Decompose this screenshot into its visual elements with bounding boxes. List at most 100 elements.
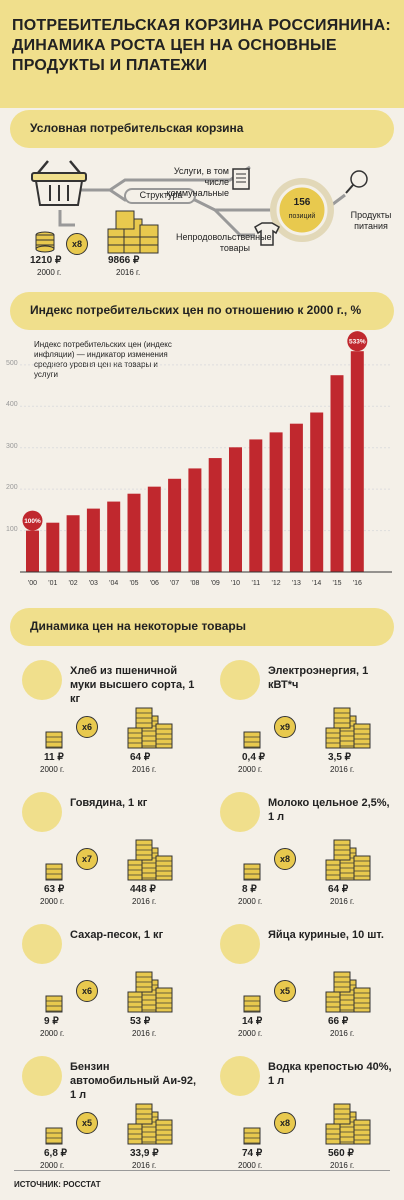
services-label: Услуги, в том числе коммунальные bbox=[166, 166, 229, 198]
multiplier-badge: x7 bbox=[76, 848, 98, 870]
value-2000: 63 ₽ bbox=[44, 884, 65, 895]
bar bbox=[229, 447, 242, 572]
value-2016: 448 ₽ bbox=[130, 884, 156, 895]
value-2000: 1210 ₽ bbox=[30, 255, 62, 266]
value-bubble bbox=[347, 331, 368, 352]
value-2016: 560 ₽ bbox=[328, 1148, 354, 1159]
value-bubble-label: 100% bbox=[24, 518, 41, 525]
chicken-leg-icon bbox=[345, 170, 368, 194]
year-2016: 2016 г. bbox=[132, 765, 157, 774]
value-2016: 64 ₽ bbox=[328, 884, 349, 895]
bread-icon bbox=[22, 660, 62, 700]
bar bbox=[208, 458, 222, 572]
value-bubble-label: 533% bbox=[349, 339, 366, 346]
basket-diagram bbox=[31, 160, 368, 254]
multiplier-badge: x6 bbox=[76, 716, 98, 738]
cpi-note: Индекс потребительских цен (индекс инфля… bbox=[34, 340, 172, 379]
value-2000: 6,8 ₽ bbox=[44, 1148, 68, 1159]
year-2000: 2000 г. bbox=[238, 1161, 263, 1170]
x-tick-label: '00 bbox=[27, 580, 38, 587]
year-2016: 2016 г. bbox=[330, 897, 355, 906]
coin-stack-large bbox=[107, 210, 159, 254]
value-2016: 33,9 ₽ bbox=[130, 1148, 159, 1159]
x-tick-label: '08 bbox=[190, 580, 200, 587]
bar bbox=[127, 493, 141, 572]
cpi-bar-chart: 100% 533% bbox=[20, 331, 392, 573]
year-2016: 2016 г. bbox=[116, 268, 141, 277]
multiplier-badge: x8 bbox=[274, 1112, 296, 1134]
multiplier-badge: x9 bbox=[274, 716, 296, 738]
coin-stacks bbox=[45, 707, 173, 749]
year-2000: 2000 г. bbox=[238, 765, 263, 774]
item-title: Водка крепостью 40%, 1 л bbox=[268, 1061, 392, 1087]
value-2016: 9866 ₽ bbox=[108, 255, 140, 266]
year-2016: 2016 г. bbox=[330, 1161, 355, 1170]
x-tick-label: '01 bbox=[48, 580, 58, 587]
value-2000: 11 ₽ bbox=[44, 752, 64, 763]
coin-stacks bbox=[243, 971, 371, 1013]
value-2016: 64 ₽ bbox=[130, 752, 151, 763]
coin-stacks bbox=[45, 839, 173, 881]
positions-count: 156 bbox=[293, 197, 311, 208]
item-title: Хлеб из пшеничной муки высшего сорта, 1 … bbox=[70, 665, 195, 705]
x-tick-label: '02 bbox=[68, 580, 78, 587]
y-tick-label: 300 bbox=[6, 442, 18, 450]
coin-stack-small bbox=[35, 231, 55, 253]
x-tick-label: '06 bbox=[149, 580, 159, 587]
page-title: ПОТРЕБИТЕЛЬСКАЯ КОРЗИНА РОССИЯНИНА: ДИНА… bbox=[12, 17, 391, 74]
item-title: Сахар-песок, 1 кг bbox=[70, 929, 164, 941]
value-2016: 66 ₽ bbox=[328, 1016, 349, 1027]
year-2000: 2000 г. bbox=[238, 897, 263, 906]
bar bbox=[269, 432, 283, 572]
x-tick-label: '12 bbox=[271, 580, 281, 587]
item-title: Яйца куриные, 10 шт. bbox=[268, 929, 384, 941]
multiplier-badge: x6 bbox=[76, 980, 98, 1002]
milk-icon bbox=[220, 792, 260, 832]
bar bbox=[330, 375, 344, 572]
x-tick-label: '14 bbox=[312, 580, 322, 587]
year-2000: 2000 г. bbox=[37, 268, 62, 277]
shirt-icon bbox=[254, 222, 280, 246]
x-tick-label: '10 bbox=[230, 580, 241, 587]
y-tick-label: 100 bbox=[6, 525, 18, 533]
positions-label: позиций bbox=[288, 213, 316, 220]
year-2016: 2016 г. bbox=[330, 1029, 355, 1038]
bar bbox=[107, 501, 121, 572]
year-2016: 2016 г. bbox=[330, 765, 355, 774]
footer-divider bbox=[14, 1170, 390, 1171]
bar bbox=[26, 530, 39, 572]
x-tick-label: '13 bbox=[291, 580, 301, 587]
vodka-icon bbox=[220, 1056, 260, 1096]
coin-stacks bbox=[45, 971, 173, 1013]
basket-icon bbox=[31, 160, 87, 206]
section-heading-cpi: Индекс потребительских цен по отношению … bbox=[10, 292, 394, 330]
year-2016: 2016 г. bbox=[132, 897, 157, 906]
x-tick-label: '09 bbox=[210, 580, 220, 587]
coin-stacks bbox=[243, 839, 371, 881]
value-2000: 9 ₽ bbox=[44, 1016, 59, 1027]
coin-stacks bbox=[243, 707, 371, 749]
year-2000: 2000 г. bbox=[40, 1029, 65, 1038]
x-tick-label: '11 bbox=[251, 580, 261, 587]
bar bbox=[86, 508, 100, 572]
nonfood-label: Непродовольственные товары bbox=[176, 232, 272, 253]
year-2000: 2000 г. bbox=[40, 897, 65, 906]
fuel-can-icon bbox=[22, 1056, 62, 1096]
bar bbox=[46, 522, 60, 572]
y-tick-label: 400 bbox=[6, 401, 18, 409]
food-label: Продукты питания bbox=[350, 210, 392, 231]
y-tick-label: 200 bbox=[6, 484, 18, 492]
section-heading-text: Индекс потребительских цен по отношению … bbox=[30, 303, 362, 317]
value-2000: 0,4 ₽ bbox=[242, 752, 266, 763]
bar bbox=[289, 423, 303, 572]
value-2000: 14 ₽ bbox=[242, 1016, 263, 1027]
section-heading-basket: Условная потребительская корзина bbox=[10, 110, 394, 148]
bar bbox=[188, 468, 202, 572]
coin-stacks bbox=[45, 1103, 173, 1145]
bar bbox=[249, 439, 263, 572]
multiplier-badge: x8 bbox=[274, 848, 296, 870]
item-title: Говядина, 1 кг bbox=[70, 797, 148, 809]
steak-icon bbox=[22, 792, 62, 832]
section-heading-prices: Динамика цен на некоторые товары bbox=[10, 608, 394, 646]
item-title: Молоко цельное 2,5%, 1 л bbox=[268, 797, 390, 823]
